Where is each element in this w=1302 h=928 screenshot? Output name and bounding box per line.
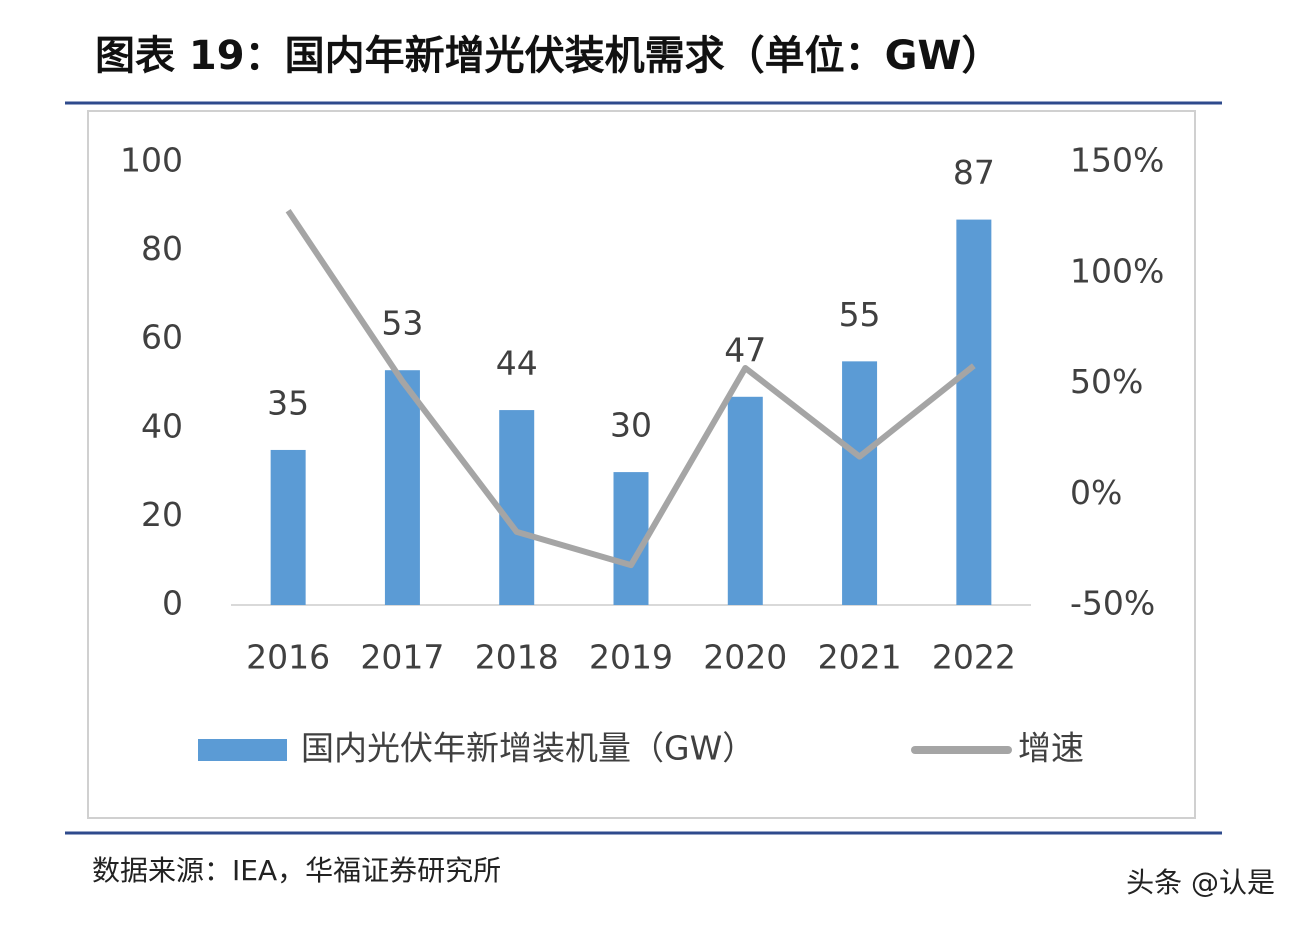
bar (270, 449, 306, 605)
chart-frame (87, 110, 1196, 819)
bar (842, 361, 878, 605)
y-tick-label: 100 (120, 141, 183, 180)
data-label: 30 (610, 406, 652, 445)
legend-label: 增速 (1018, 729, 1084, 768)
bar (613, 472, 649, 605)
x-tick-label: 2021 (818, 638, 902, 677)
y2-tick-label: 0% (1070, 473, 1122, 512)
data-label: 44 (496, 344, 538, 383)
y-tick-label: 40 (141, 406, 183, 445)
data-label: 47 (724, 330, 766, 369)
x-tick-label: 2022 (932, 638, 1016, 677)
y2-tick-label: 150% (1070, 141, 1164, 180)
y2-tick-label: 100% (1070, 251, 1164, 290)
line (285, 209, 976, 569)
y2-tick-label: -50% (1070, 584, 1155, 623)
data-label: 87 (953, 153, 995, 192)
bar (956, 219, 992, 605)
y-tick-label: 0 (162, 584, 183, 623)
y-tick-label: 20 (141, 495, 183, 534)
legend-swatch (198, 739, 287, 761)
bar (384, 370, 420, 605)
chart-title: 图表 19：国内年新增光伏装机需求（单位：GW） (95, 33, 1002, 79)
bar (499, 410, 535, 605)
data-label: 35 (267, 383, 309, 422)
x-tick-label: 2020 (703, 638, 787, 677)
data-label: 53 (381, 304, 423, 343)
watermark: 头条 @认是 (1126, 866, 1275, 899)
data-label: 55 (839, 295, 881, 334)
bar (727, 396, 763, 605)
x-tick-label: 2016 (246, 638, 330, 677)
source: 数据来源：IEA，华福证券研究所 (92, 854, 501, 887)
y-tick-label: 80 (141, 229, 183, 268)
legend-label: 国内光伏年新增装机量（GW） (301, 729, 755, 768)
y2-tick-label: 50% (1070, 362, 1143, 401)
x-tick-label: 2017 (360, 638, 444, 677)
y-tick-label: 60 (141, 318, 183, 357)
x-tick-label: 2018 (475, 638, 559, 677)
x-tick-label: 2019 (589, 638, 673, 677)
